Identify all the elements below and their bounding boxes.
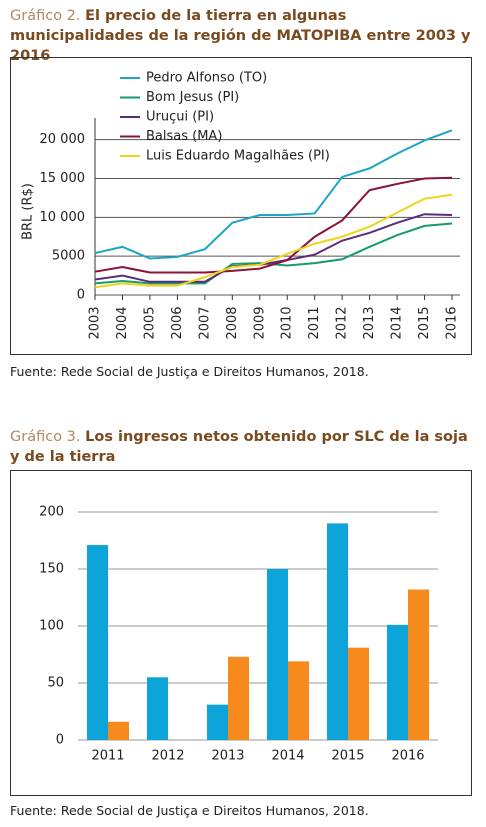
x-tick-label: 2014: [271, 749, 304, 764]
bar: [408, 589, 429, 740]
legend-label: Bom Jesus (PI): [146, 90, 239, 105]
x-tick-label: 2015: [417, 306, 432, 339]
bar: [387, 624, 408, 740]
source: Fuente: Rede Social de Justiça e Direito…: [10, 803, 369, 818]
chart-header: Gráfico 3. Los ingresos netos obtenido p…: [10, 427, 476, 467]
source: Fuente: Rede Social de Justiça e Direito…: [10, 364, 369, 379]
x-tick-label: 2009: [252, 306, 267, 339]
chart-frame: [10, 57, 472, 355]
x-tick-label: 2003: [88, 306, 103, 339]
y-tick-label: 20 000: [40, 132, 86, 147]
x-tick-label: 2016: [391, 749, 424, 764]
bar: [87, 545, 108, 740]
x-tick-label: 2015: [331, 749, 364, 764]
x-tick-label: 2007: [197, 306, 212, 339]
bar: [348, 647, 369, 740]
y-tick-label: 100: [39, 619, 64, 634]
x-tick-label: 2013: [362, 306, 377, 339]
x-tick-label: 2014: [390, 306, 405, 339]
series-line: [94, 176, 453, 274]
series-line: [94, 129, 453, 260]
bar: [327, 523, 348, 740]
y-tick-label: 200: [39, 505, 64, 520]
x-tick-label: 2012: [335, 306, 350, 339]
chart-number: Gráfico 2.: [10, 8, 81, 24]
legend-label: Luis Eduardo Magalhães (PI): [146, 149, 330, 164]
legend-label: Uruçui (PI): [146, 110, 214, 125]
x-tick-label: 2016: [445, 306, 460, 339]
chart-frame: [10, 470, 472, 796]
x-tick-label: 2008: [225, 306, 240, 339]
x-tick-label: 2013: [211, 749, 244, 764]
x-tick-label: 2011: [91, 749, 124, 764]
x-tick-label: 2010: [280, 306, 295, 339]
bar: [228, 656, 249, 740]
chart: 0 50 100 150 200 2011 2012 2013 2014 2015 2016: [10, 470, 472, 796]
series-line: [94, 213, 453, 283]
y-tick-label: 150: [39, 562, 64, 577]
y-tick-label: 50: [47, 676, 64, 691]
chart-title: Los ingresos netos obtenido por SLC de l…: [10, 429, 468, 465]
x-tick-label: 2005: [142, 306, 157, 339]
bar: [147, 677, 168, 740]
x-tick-label: 2004: [115, 306, 130, 339]
legend-label: Pedro Alfonso (TO): [146, 71, 267, 86]
legend-label: Balsas (MA): [146, 129, 222, 144]
y-tick-label: 10 000: [40, 210, 86, 225]
bar: [267, 569, 288, 740]
x-tick-label: 2012: [151, 749, 184, 764]
y-tick-label: 15 000: [40, 171, 86, 186]
series-line: [94, 193, 453, 289]
x-tick-label: 2011: [307, 306, 322, 339]
bar: [108, 721, 129, 740]
chart-title: El precio de la tierra en algunas munici…: [10, 8, 471, 64]
bar: [207, 704, 228, 740]
x-tick-label: 2006: [170, 306, 185, 339]
chart: 0 5000 10 000 15 000 20 000 BRL (R$) 2003 2004 2…: [10, 57, 472, 355]
y-tick-label: 5000: [52, 249, 85, 264]
y-tick-label: 0: [77, 288, 85, 303]
y-axis-label: BRL (R$): [21, 183, 36, 240]
chart-number: Gráfico 3.: [10, 429, 81, 445]
chart-header: Gráfico 2. El precio de la tierra en alg…: [10, 6, 476, 66]
y-tick-label: 0: [56, 733, 64, 748]
bar: [288, 661, 309, 740]
